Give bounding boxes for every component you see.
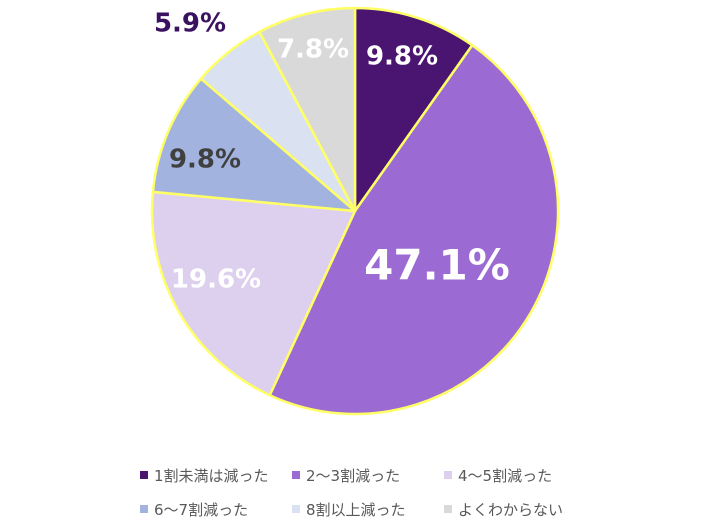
legend-item: 4〜5割減った	[444, 465, 596, 486]
pie-data-label: 19.6%	[171, 265, 261, 295]
legend: 1割未満は減った 2〜3割減った 4〜5割減った 6〜7割減った 8割以上減った…	[140, 458, 600, 526]
legend-swatch	[444, 505, 452, 513]
legend-label: よくわからない	[458, 500, 564, 519]
pie-data-label: 47.1%	[364, 241, 510, 290]
pie-data-label: 9.8%	[169, 145, 241, 175]
legend-swatch	[292, 505, 300, 513]
pie-data-label: 5.9%	[154, 9, 226, 39]
legend-row-1: 1割未満は減った 2〜3割減った 4〜5割減った	[140, 458, 600, 492]
pie-data-label: 9.8%	[366, 42, 438, 72]
legend-label: 4〜5割減った	[458, 466, 553, 485]
pie-data-labels: 9.8% 47.1% 19.6% 9.8% 5.9% 7.8%	[154, 9, 510, 295]
pie-data-label: 7.8%	[277, 35, 349, 65]
legend-row-2: 6〜7割減った 8割以上減った よくわからない	[140, 492, 600, 526]
legend-label: 1割未満は減った	[154, 466, 269, 485]
pie-slice	[150, 190, 357, 397]
pie-slices	[150, 6, 560, 416]
legend-label: 8割以上減った	[306, 500, 406, 519]
pie-slice	[268, 44, 560, 416]
legend-item: 6〜7割減った	[140, 499, 292, 520]
legend-label: 2〜3割減った	[306, 466, 401, 485]
legend-item: 2〜3割減った	[292, 465, 444, 486]
pie-slice	[353, 6, 474, 213]
legend-label: 6〜7割減った	[154, 500, 249, 519]
legend-item: 1割未満は減った	[140, 465, 292, 486]
legend-swatch	[140, 505, 148, 513]
legend-swatch	[140, 471, 148, 479]
legend-swatch	[444, 471, 452, 479]
pie-slice	[258, 6, 357, 213]
pie-slice	[151, 77, 357, 213]
legend-item: よくわからない	[444, 499, 596, 520]
legend-swatch	[292, 471, 300, 479]
legend-item: 8割以上減った	[292, 499, 444, 520]
